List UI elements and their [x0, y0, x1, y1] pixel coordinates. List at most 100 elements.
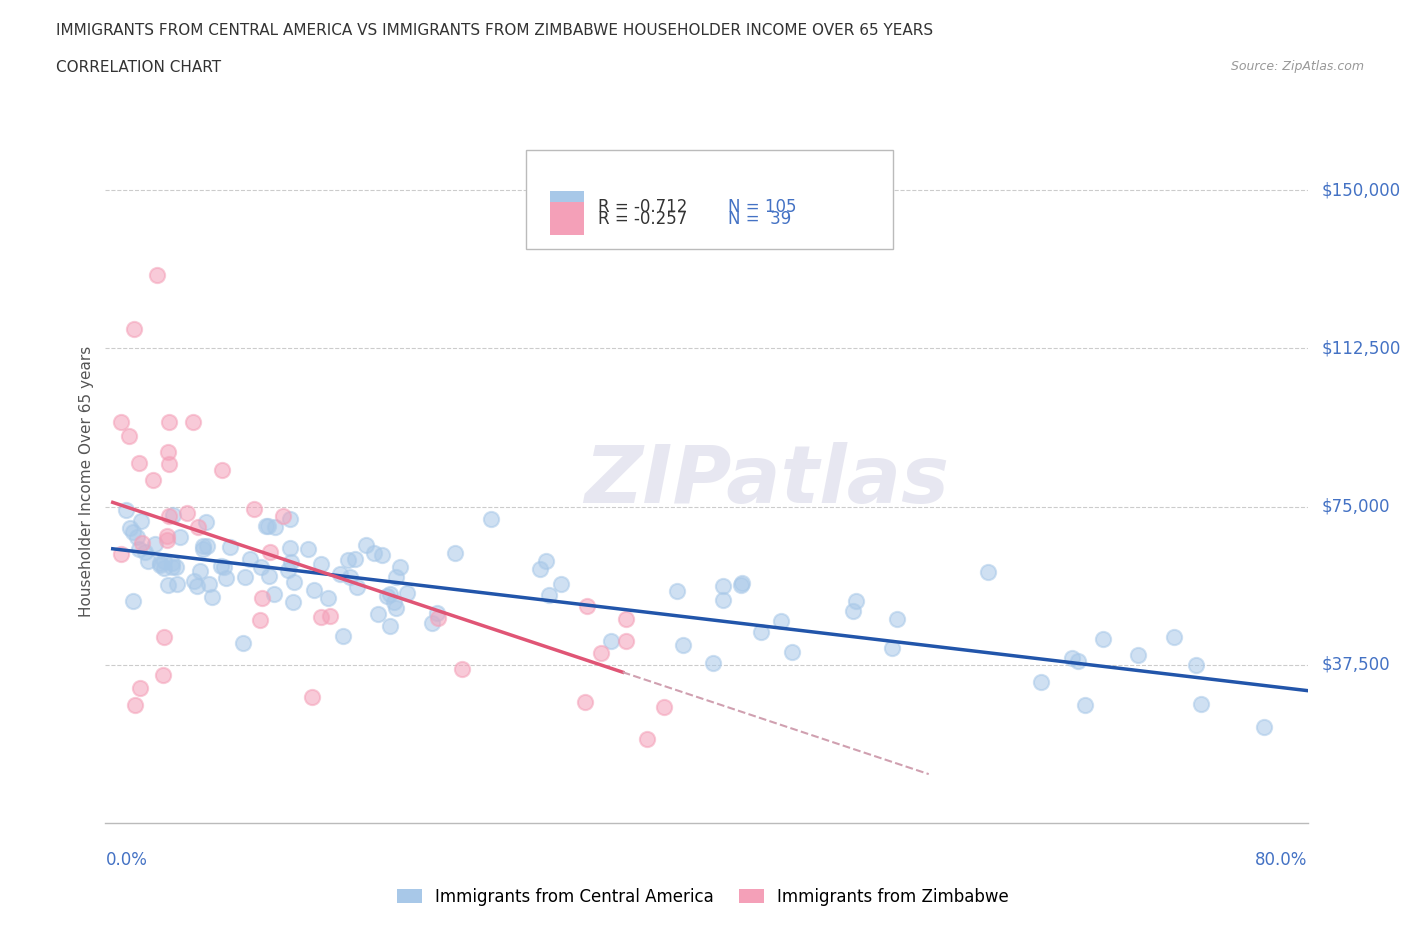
Text: Source: ZipAtlas.com: Source: ZipAtlas.com [1230, 60, 1364, 73]
Point [122, 525, 145, 539]
Point [780, 644, 803, 659]
Point [880, 641, 903, 656]
Point [149, 557, 172, 572]
Point [977, 565, 1000, 579]
Point [124, 322, 146, 337]
Text: N = 105: N = 105 [728, 198, 797, 216]
Text: $75,000: $75,000 [1322, 498, 1391, 515]
Point [264, 519, 287, 534]
Point [316, 591, 339, 605]
Point [176, 506, 198, 521]
Point [319, 608, 342, 623]
Point [283, 575, 305, 590]
Text: $37,500: $37,500 [1322, 656, 1391, 674]
Point [249, 612, 271, 627]
Point [591, 645, 613, 660]
Point [309, 557, 332, 572]
Point [375, 589, 398, 604]
Point [652, 699, 675, 714]
Point [550, 577, 572, 591]
Point [427, 611, 450, 626]
Point [576, 599, 599, 614]
Point [152, 630, 174, 644]
Point [232, 635, 254, 650]
Point [115, 502, 138, 517]
Point [146, 267, 169, 282]
Point [301, 689, 323, 704]
Point [211, 462, 233, 477]
Point [281, 594, 304, 609]
Point [128, 456, 150, 471]
Point [124, 698, 146, 712]
Point [451, 661, 474, 676]
Point [1029, 674, 1052, 689]
Point [354, 538, 377, 552]
Point [271, 509, 294, 524]
Point [309, 609, 332, 624]
Point [389, 560, 412, 575]
Point [157, 457, 180, 472]
Point [243, 502, 266, 517]
Point [886, 612, 908, 627]
Point [166, 577, 188, 591]
Point [378, 618, 401, 633]
Point [118, 429, 141, 444]
Text: CORRELATION CHART: CORRELATION CHART [56, 60, 221, 75]
Text: R = -0.257: R = -0.257 [599, 210, 688, 228]
Point [212, 560, 235, 575]
Point [420, 615, 443, 630]
Point [191, 538, 214, 553]
Point [256, 519, 278, 534]
Point [252, 591, 274, 605]
Point [1092, 631, 1115, 646]
Point [1067, 653, 1090, 668]
Point [195, 538, 218, 553]
Text: $150,000: $150,000 [1322, 181, 1400, 199]
Point [1060, 651, 1083, 666]
Point [197, 577, 219, 591]
Point [636, 731, 658, 746]
Point [183, 574, 205, 589]
Point [770, 614, 793, 629]
Point [672, 637, 695, 652]
Point [730, 578, 752, 592]
Point [162, 508, 184, 523]
Point [574, 694, 596, 709]
Point [156, 533, 179, 548]
Point [157, 578, 180, 592]
Point [384, 570, 406, 585]
Point [277, 563, 299, 578]
Point [257, 568, 280, 583]
Point [122, 593, 145, 608]
Point [1189, 697, 1212, 711]
Point [536, 553, 558, 568]
Point [278, 512, 301, 527]
Point [143, 537, 166, 551]
Point [191, 542, 214, 557]
Point [395, 586, 418, 601]
Point [371, 548, 394, 563]
Point [233, 569, 256, 584]
Point [711, 578, 734, 593]
Point [1163, 630, 1185, 644]
Point [249, 559, 271, 574]
Point [537, 588, 560, 603]
Point [344, 551, 367, 566]
Text: $112,500: $112,500 [1322, 339, 1400, 357]
Point [384, 594, 406, 609]
Point [195, 515, 218, 530]
Point [749, 624, 772, 639]
Point [128, 681, 150, 696]
Point [378, 587, 401, 602]
Point [363, 545, 385, 560]
Point [665, 583, 688, 598]
Point [616, 611, 638, 626]
Point [142, 472, 165, 487]
Point [263, 587, 285, 602]
Point [731, 576, 754, 591]
Point [384, 601, 406, 616]
Point [149, 555, 172, 570]
Point [129, 514, 152, 529]
Point [134, 545, 156, 560]
Text: 0.0%: 0.0% [105, 851, 148, 870]
